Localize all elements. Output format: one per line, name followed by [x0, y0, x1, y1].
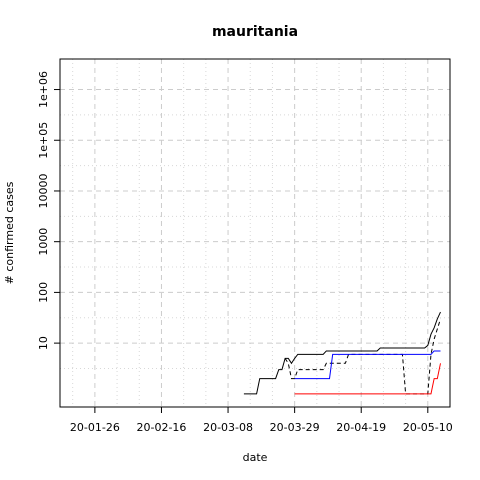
series-layer: [243, 311, 441, 395]
series-line-3: [294, 350, 441, 380]
plot-border: [59, 58, 451, 408]
y-tick-label: 1e+06: [37, 71, 50, 108]
y-tick-label: 10000: [37, 173, 50, 208]
x-tick-label: 20-05-10: [403, 421, 453, 434]
x-tick-label: 20-03-29: [270, 421, 320, 434]
series-line-2: [284, 318, 441, 395]
chart-title: mauritania: [212, 24, 298, 40]
x-tick-label: 20-04-19: [336, 421, 386, 434]
y-axis-label: # confirmed cases: [3, 181, 16, 284]
grid: [60, 59, 451, 407]
series-line-1: [243, 311, 441, 395]
y-tick-label: 10: [37, 336, 50, 350]
y-tick-label: 1e+05: [37, 122, 50, 159]
y-tick-label: 1000: [37, 228, 50, 256]
x-tick-label: 20-03-08: [203, 421, 253, 434]
y-axis: 10 100 1000 10000 1e+05 1e+06: [37, 71, 60, 350]
x-tick-label: 20-01-26: [70, 421, 120, 434]
x-axis-label: date: [243, 451, 268, 464]
x-tick-label: 20-02-16: [136, 421, 186, 434]
x-axis: 20-01-26 20-02-16 20-03-08 20-03-29 20-04-19…: [70, 407, 453, 434]
y-tick-label: 100: [37, 282, 50, 303]
series-line-4: [294, 363, 441, 395]
